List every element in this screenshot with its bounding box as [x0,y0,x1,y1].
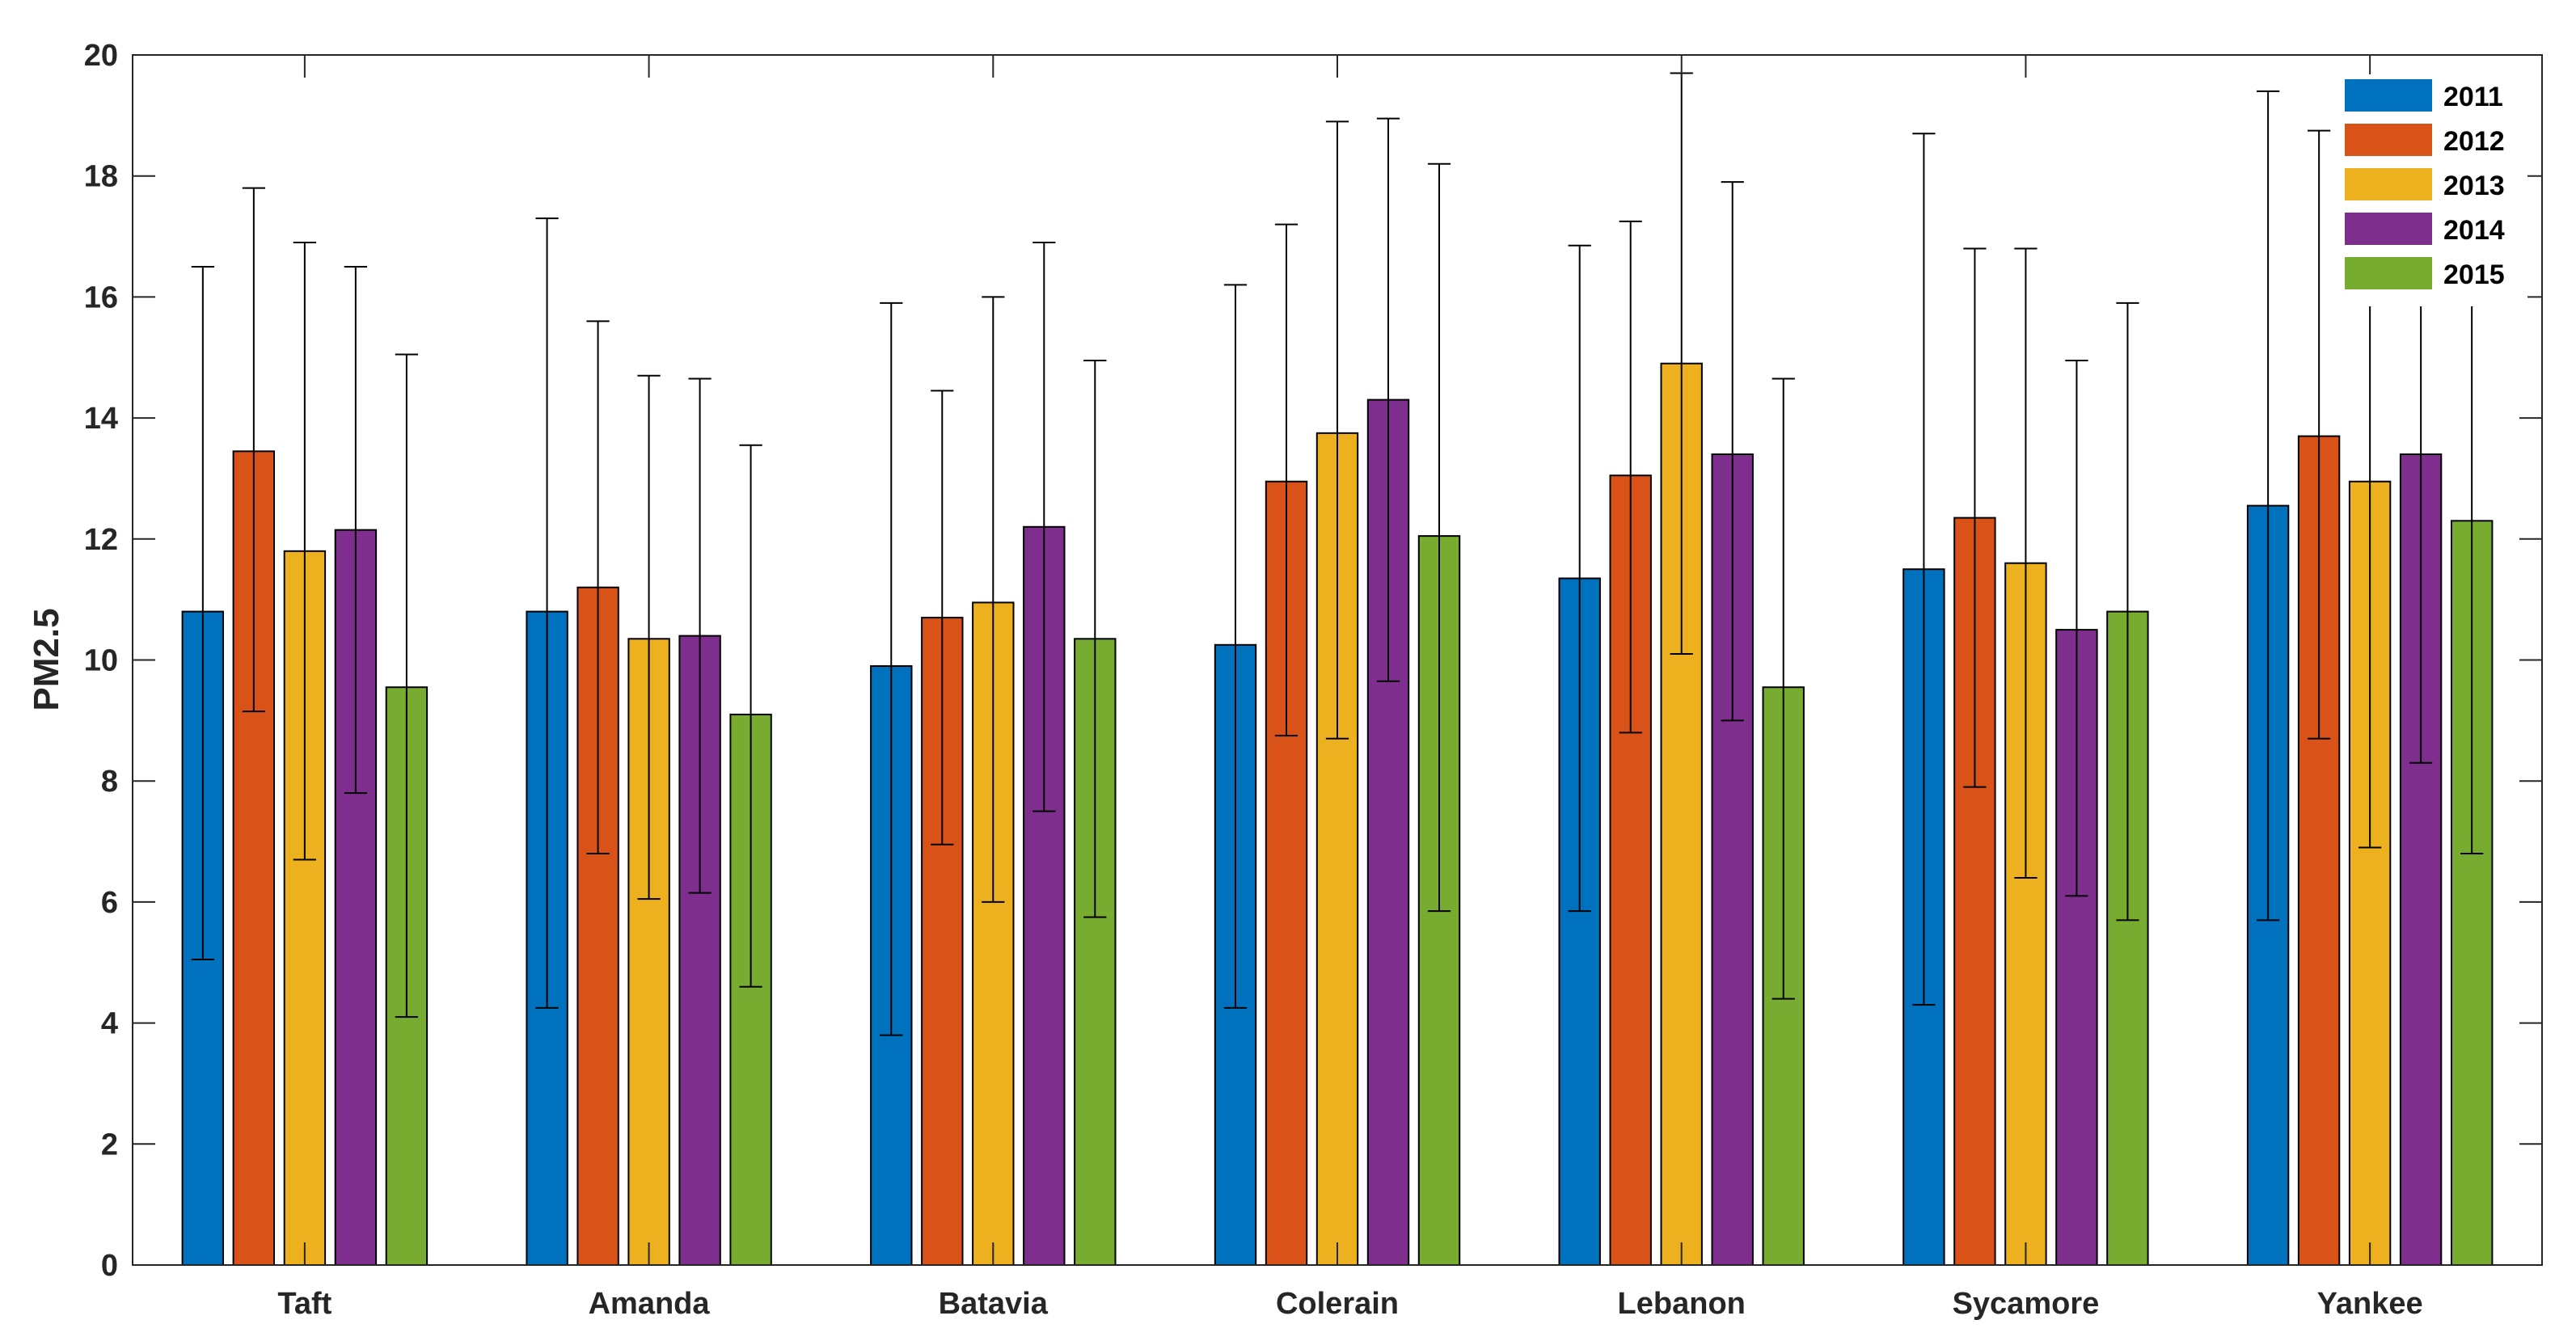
x-tick-label-sycamore: Sycamore [1953,1287,2100,1321]
legend-swatch-2012 [2345,124,2432,156]
x-tick-label-colerain: Colerain [1276,1287,1399,1321]
y-tick-label: 12 [84,523,118,557]
y-tick-label: 8 [101,765,118,799]
legend-label-2015: 2015 [2443,259,2505,290]
x-axis: Taft Amanda Batavia Colerain Lebanon Sycamore… [277,55,2423,1321]
y-tick-label: 6 [101,886,118,920]
legend-label-2012: 2012 [2443,126,2505,157]
legend-label-2014: 2014 [2443,215,2505,246]
y-tick-label: 20 [84,39,118,73]
legend-label-2013: 2013 [2443,171,2505,201]
y-tick-label: 4 [101,1007,118,1041]
y-axis-label: PM2.5 [27,608,66,711]
y-tick-label: 10 [84,644,118,678]
legend-swatch-2015 [2345,257,2432,289]
x-tick-label-taft: Taft [277,1287,332,1321]
y-tick-label: 2 [101,1128,118,1162]
x-tick-label-batavia: Batavia [939,1287,1049,1321]
y-tick-label: 18 [84,160,118,194]
error-bars-layer [191,72,2484,1036]
x-tick-label-yankee: Yankee [2317,1287,2423,1321]
legend-label-2011: 2011 [2443,82,2503,112]
y-axis: 0 2 4 6 8 10 12 14 16 18 20 [84,39,2542,1283]
x-tick-label-lebanon: Lebanon [1618,1287,1746,1321]
y-tick-label: 0 [101,1249,118,1283]
legend-swatch-2013 [2345,168,2432,200]
y-tick-label: 14 [84,402,118,436]
x-tick-label-amanda: Amanda [589,1287,711,1321]
y-tick-label: 16 [84,280,118,314]
legend-swatch-2014 [2345,213,2432,245]
legend: 2011 2012 2013 2014 2015 [2337,74,2527,306]
legend-swatch-2011 [2345,79,2432,112]
